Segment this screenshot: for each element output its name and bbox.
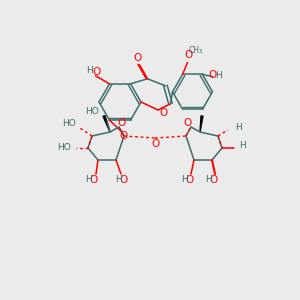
Text: H: H — [115, 176, 122, 184]
Text: HO: HO — [62, 119, 76, 128]
Text: O: O — [184, 118, 192, 128]
Text: HO: HO — [57, 143, 71, 152]
Text: HO: HO — [85, 106, 99, 116]
Text: H: H — [181, 176, 188, 184]
Text: H: H — [86, 66, 93, 75]
Polygon shape — [200, 116, 203, 132]
Text: O: O — [89, 175, 97, 185]
Text: H: H — [206, 176, 212, 184]
Text: O: O — [118, 118, 126, 128]
Text: O: O — [185, 175, 193, 185]
Text: O: O — [210, 175, 218, 185]
Text: O: O — [208, 70, 217, 80]
Text: O: O — [92, 67, 101, 77]
Text: H: H — [85, 176, 92, 184]
Text: O: O — [159, 108, 167, 118]
Text: O: O — [184, 50, 193, 61]
Text: CH₃: CH₃ — [188, 46, 203, 55]
Text: O: O — [120, 131, 128, 141]
Text: O: O — [151, 139, 159, 149]
Text: O: O — [134, 53, 142, 63]
Text: O: O — [120, 175, 128, 185]
Polygon shape — [103, 116, 110, 132]
Text: H: H — [235, 124, 242, 133]
Text: H: H — [215, 71, 222, 80]
Text: H: H — [238, 140, 245, 149]
